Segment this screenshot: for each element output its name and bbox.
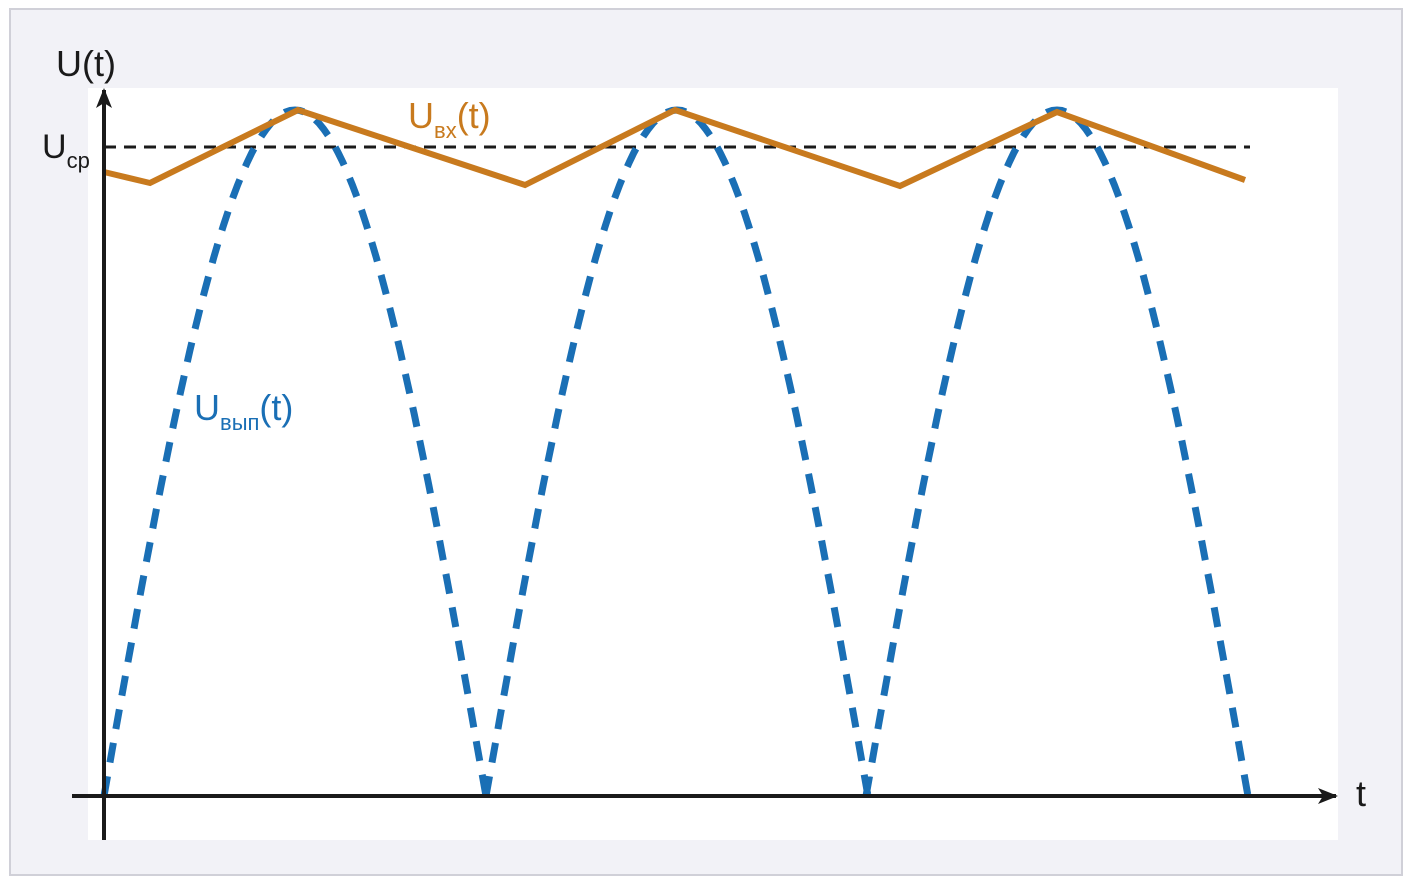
input-label: Uвх(t) <box>408 95 491 143</box>
label-main: U <box>408 95 434 136</box>
label-suffix: (t) <box>259 387 293 428</box>
plot-area <box>88 88 1338 840</box>
x-axis-label: t <box>1356 773 1366 814</box>
label-sub: вх <box>434 118 457 143</box>
y-axis-label: U(t) <box>56 43 116 84</box>
label-sub: ср <box>67 148 90 173</box>
label-suffix: (t) <box>457 95 491 136</box>
label-main: U <box>42 128 67 166</box>
rectified-label: Uвып(t) <box>194 387 293 435</box>
input-curve <box>103 106 1247 190</box>
label-sub: вып <box>220 410 259 435</box>
label-main: U <box>194 387 220 428</box>
average-label: Uср <box>42 128 90 173</box>
